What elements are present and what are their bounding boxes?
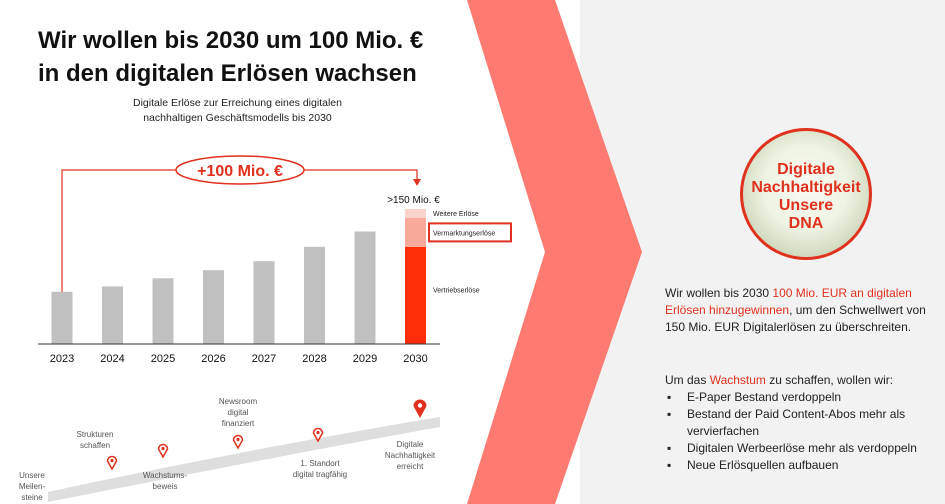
milestone-label: Meilen- — [19, 482, 46, 491]
badge-text: Digitale Nachhaltigkeit Unsere DNA — [743, 161, 869, 233]
growth-arrow-head — [413, 179, 421, 186]
bar-2027 — [253, 261, 275, 344]
headline: Wir wollen bis 2030 um 100 Mio. € in den… — [38, 24, 538, 90]
highlight-box — [428, 222, 512, 243]
milestone-label: beweis — [153, 482, 178, 491]
growth-ellipse — [175, 155, 305, 185]
growth-bullets: E-Paper Bestand verdoppeln Bestand der P… — [665, 389, 945, 474]
location-pin-icon — [106, 455, 118, 471]
x-tick-label: 2029 — [353, 353, 377, 365]
x-tick-label: 2025 — [151, 353, 175, 365]
growth-bracket-left — [61, 169, 178, 292]
milestone-label: Digitale — [397, 440, 424, 449]
milestone-label: digital — [228, 408, 249, 417]
location-pin-dot — [236, 437, 240, 442]
milestone-label: steine — [21, 493, 43, 502]
milestone-label: finanziert — [222, 419, 255, 428]
milestone-label: Newsroom — [219, 397, 258, 406]
roadmap-band — [48, 417, 440, 502]
milestone-label: schaffen — [80, 441, 110, 450]
bar-2028 — [304, 246, 325, 344]
dna-badge: Digitale Nachhaltigkeit Unsere DNA — [740, 128, 872, 260]
headline-line-1: Wir wollen bis 2030 um 100 Mio. € — [38, 27, 424, 54]
location-pin-icon — [312, 427, 324, 443]
bar-2030-segment — [405, 218, 426, 247]
location-pin-icon — [413, 399, 427, 419]
milestone-label: Wachstums- — [143, 471, 187, 480]
bar-2026 — [203, 270, 224, 344]
subtitle-line-2: nachhaltigen Geschäftsmodells bis 2030 — [143, 112, 332, 124]
milestone-label: 1. Standort — [300, 459, 340, 468]
growth-text-post: zu schaffen, wollen wir: — [765, 373, 894, 387]
bullet-item: Neue Erlösquellen aufbauen — [665, 457, 945, 474]
bullet-item: E-Paper Bestand verdoppeln — [665, 389, 945, 406]
legend-weitere-erloese: Weitere Erlöse — [433, 211, 479, 218]
badge-line-2: Nachhaltigkeit — [751, 179, 861, 196]
growth-text-highlight: Wachstum — [709, 373, 766, 387]
bar-2029 — [354, 231, 376, 344]
bar-2023 — [51, 291, 73, 344]
milestone-label: erreicht — [397, 462, 424, 471]
bar-2030-segment — [405, 209, 426, 218]
location-pin-icon — [232, 434, 244, 450]
bullet-item: Digitalen Werbeerlöse mehr als verdoppel… — [665, 440, 945, 457]
location-pin-dot — [161, 446, 165, 451]
legend-vertriebserloese: Vertriebserlöse — [433, 287, 480, 294]
badge-line-1: Digitale — [777, 161, 835, 178]
goal-text-pre: Wir wollen bis 2030 — [665, 286, 773, 300]
growth-label: +100 Mio. € — [197, 163, 283, 180]
milestone-label: Nachhaltigkeit — [385, 451, 436, 460]
growth-intro: Um das Wachstum zu schaffen, wollen wir: — [665, 372, 940, 389]
location-pin-dot — [110, 458, 114, 463]
bar-2030-segment — [405, 246, 426, 344]
goal-text-highlight: 100 Mio. EUR an digitalen Erlösen hinzug… — [665, 286, 912, 317]
x-tick-label: 2027 — [252, 353, 276, 365]
bar-2024 — [102, 286, 123, 344]
badge-line-3: Unsere — [778, 197, 834, 214]
x-tick-label: 2028 — [302, 353, 326, 365]
headline-line-2: in den digitalen Erlösen wachsen — [38, 60, 417, 87]
growth-text-pre: Um das — [665, 373, 710, 387]
revenue-chart: 2023 2024 2025 2026 2027 2028 2029 2030 Vertrieb… — [19, 155, 512, 502]
location-pin-dot — [316, 430, 320, 435]
goal-text-post: , um den Schwellwert von 150 Mio. EUR Di… — [665, 303, 926, 334]
milestone-label: digital tragfähig — [293, 470, 347, 479]
total-annotation: >150 Mio. € — [387, 195, 440, 206]
badge-line-4: DNA — [788, 215, 824, 232]
bullet-item: Bestand der Paid Content-Abos mehr als v… — [665, 406, 945, 440]
location-pin-icon — [157, 443, 169, 459]
growth-bracket-right — [302, 169, 418, 180]
x-tick-label: 2024 — [100, 353, 124, 365]
bar-2025 — [152, 278, 174, 344]
x-tick-label: 2026 — [201, 353, 225, 365]
x-tick-label: 2023 — [50, 353, 74, 365]
goal-paragraph: Wir wollen bis 2030 100 Mio. EUR an digi… — [665, 285, 940, 336]
chart-subtitle: Digitale Erlöse zur Erreichung eines dig… — [100, 96, 375, 126]
location-pin-dot — [417, 403, 423, 408]
legend-vermarktungserloese: Vermarktungserlöse — [433, 230, 495, 237]
milestone-label: Strukturen — [77, 430, 114, 439]
x-tick-label: 2030 — [403, 353, 427, 365]
subtitle-line-1: Digitale Erlöse zur Erreichung eines dig… — [133, 97, 342, 109]
milestone-label: Unsere — [19, 471, 45, 480]
